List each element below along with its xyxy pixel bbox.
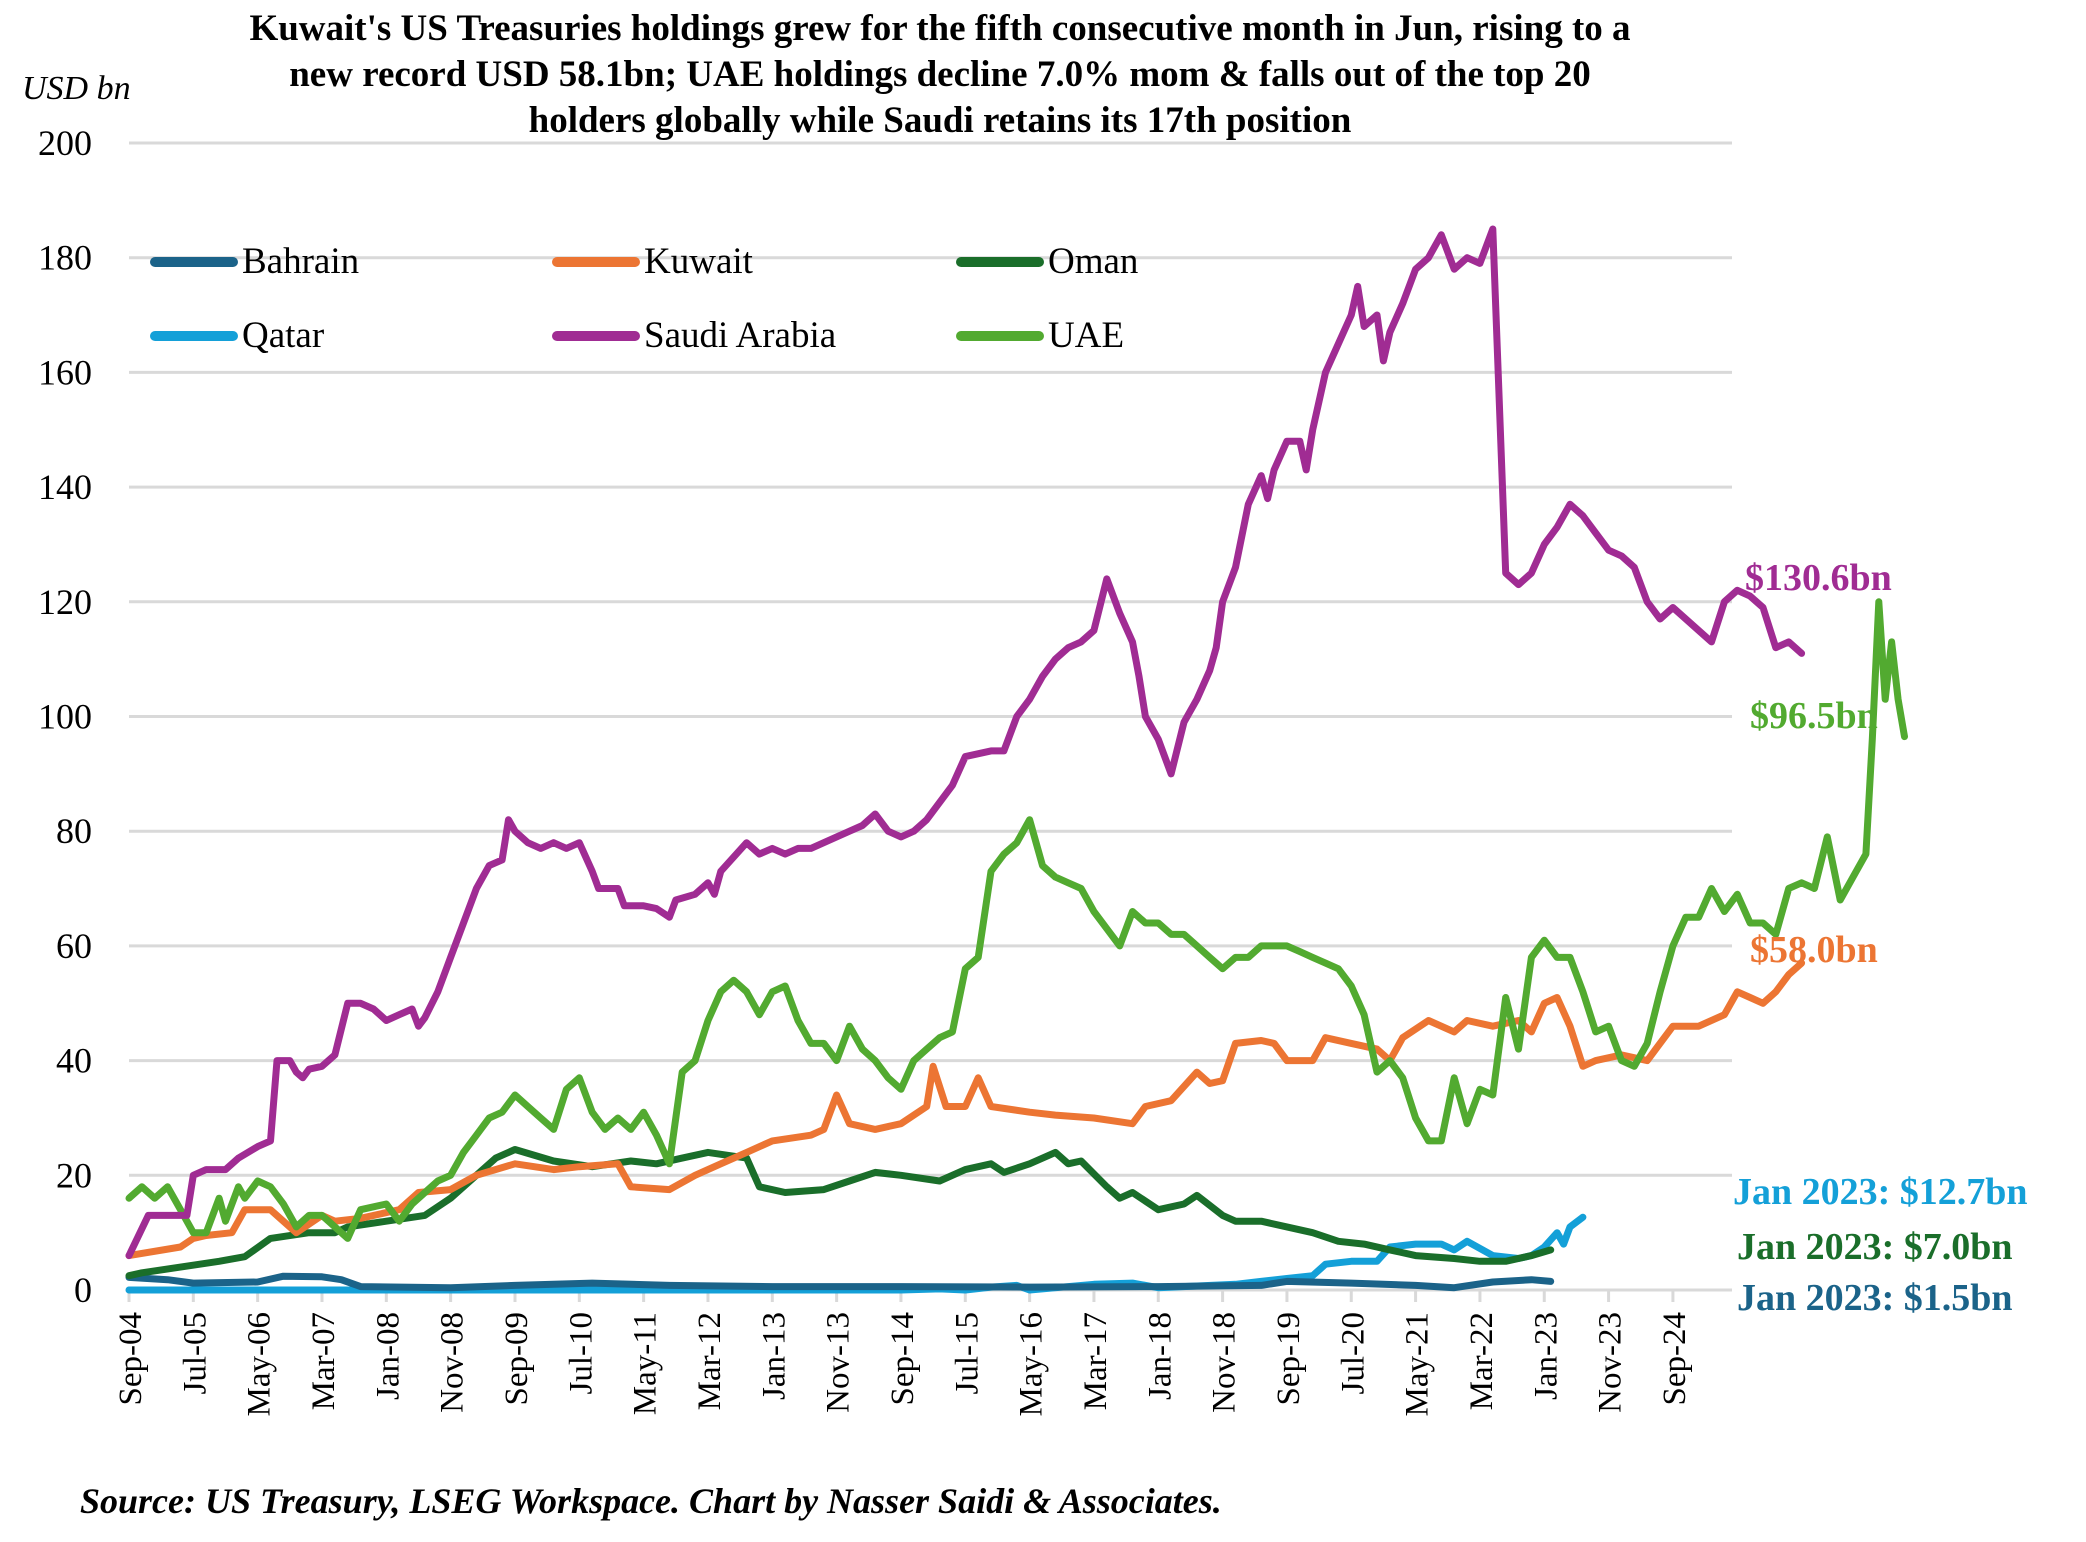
x-tick-label: Nov-18	[1207, 1312, 1243, 1413]
y-tick-label: 20	[56, 1155, 92, 1195]
end-label-saudi-arabia: $130.6bn	[1745, 557, 1892, 599]
x-tick-label: Nov-23	[1593, 1312, 1629, 1413]
legend-swatch	[150, 256, 238, 267]
x-tick-label: Jan-23	[1528, 1312, 1564, 1400]
x-tick-label: Jan-08	[370, 1312, 406, 1400]
x-tick-label: May-21	[1400, 1312, 1436, 1416]
x-tick-label: Sep-24	[1657, 1312, 1693, 1406]
x-tick-label: Jul-05	[177, 1312, 213, 1395]
x-tick-label: Mar-07	[306, 1312, 342, 1410]
end-label-oman: Jan 2023: $7.0bn	[1737, 1226, 2013, 1268]
y-tick-label: 120	[38, 582, 92, 622]
legend-label: Bahrain	[242, 241, 360, 282]
title-line-2: new record USD 58.1bn; UAE holdings decl…	[289, 54, 1591, 95]
x-axis: Sep-04 Jul-05 May-06 Mar-07 Jan-08 Nov-08 Sep-…	[113, 1290, 1693, 1416]
y-tick-label: 40	[56, 1041, 92, 1081]
y-axis-unit: USD bn	[22, 70, 131, 107]
legend-item-oman: Oman	[956, 240, 1138, 283]
end-label-bahrain: Jan 2023: $1.5bn	[1737, 1277, 2013, 1319]
end-label-qatar: Jan 2023: $12.7bn	[1733, 1171, 2028, 1213]
gridlines	[129, 141, 1732, 1292]
x-tick-label: Sep-14	[885, 1312, 921, 1406]
title-line-3: holders globally while Saudi retains its…	[528, 100, 1352, 141]
legend-swatch	[956, 330, 1044, 341]
y-axis-ticks: 0 20 40 60 80 100 120 140 160 180 200	[38, 123, 92, 1310]
legend-item-qatar: Qatar	[150, 314, 324, 357]
series-line-kuwait	[125, 959, 1806, 1260]
y-tick-label: 80	[56, 811, 92, 851]
series-lines	[125, 225, 1908, 1294]
source-note: Source: US Treasury, LSEG Workspace. Cha…	[80, 1481, 1222, 1521]
x-tick-label: Mar-22	[1464, 1312, 1500, 1410]
legend-swatch	[552, 330, 640, 341]
legend-swatch	[552, 256, 640, 267]
y-tick-label: 180	[38, 238, 92, 278]
legend-label: Oman	[1048, 241, 1139, 282]
y-tick-label: 160	[38, 352, 92, 392]
x-tick-label: May-06	[242, 1312, 278, 1416]
y-tick-label: 100	[38, 697, 92, 737]
legend-item-saudi-arabia: Saudi Arabia	[552, 314, 836, 357]
legend-item-kuwait: Kuwait	[552, 240, 753, 283]
x-tick-label: Jul-15	[949, 1312, 985, 1395]
series-line-uae	[125, 598, 1908, 1242]
series-line-bahrain	[125, 1272, 1555, 1292]
legend-swatch	[150, 330, 238, 341]
end-label-uae: $96.5bn	[1750, 695, 1878, 737]
end-label-kuwait: $58.0bn	[1750, 929, 1878, 971]
legend-label: Kuwait	[644, 241, 753, 282]
legend-label: UAE	[1048, 315, 1125, 356]
legend-item-uae: UAE	[956, 314, 1124, 357]
x-tick-label: Mar-17	[1078, 1312, 1114, 1410]
x-tick-label: Jan-13	[756, 1312, 792, 1400]
title-line-1: Kuwait's US Treasuries holdings grew for…	[249, 8, 1631, 49]
x-tick-label: Jul-20	[1335, 1312, 1371, 1395]
series-line-saudi-arabia	[125, 225, 1806, 1260]
y-tick-label: 0	[74, 1270, 92, 1310]
x-tick-label: May-16	[1014, 1312, 1050, 1416]
y-tick-label: 140	[38, 467, 92, 507]
chart-title: Kuwait's US Treasuries holdings grew for…	[160, 6, 1720, 144]
x-tick-label: Sep-09	[499, 1312, 535, 1406]
x-tick-label: Nov-08	[435, 1312, 471, 1413]
legend-label: Qatar	[242, 315, 325, 356]
x-tick-label: Mar-12	[692, 1312, 728, 1410]
x-tick-label: Jul-10	[563, 1312, 599, 1395]
legend-label: Saudi Arabia	[644, 315, 837, 356]
x-tick-label: Jan-18	[1142, 1312, 1178, 1400]
y-tick-label: 200	[38, 123, 92, 163]
x-tick-label: May-11	[628, 1312, 664, 1415]
x-tick-label: Sep-04	[113, 1312, 149, 1406]
x-tick-label: Nov-13	[821, 1312, 857, 1413]
legend-item-bahrain: Bahrain	[150, 240, 359, 283]
legend-swatch	[956, 256, 1044, 267]
x-tick-label: Sep-19	[1271, 1312, 1307, 1406]
series-line-oman	[125, 1146, 1555, 1280]
y-tick-label: 60	[56, 926, 92, 966]
